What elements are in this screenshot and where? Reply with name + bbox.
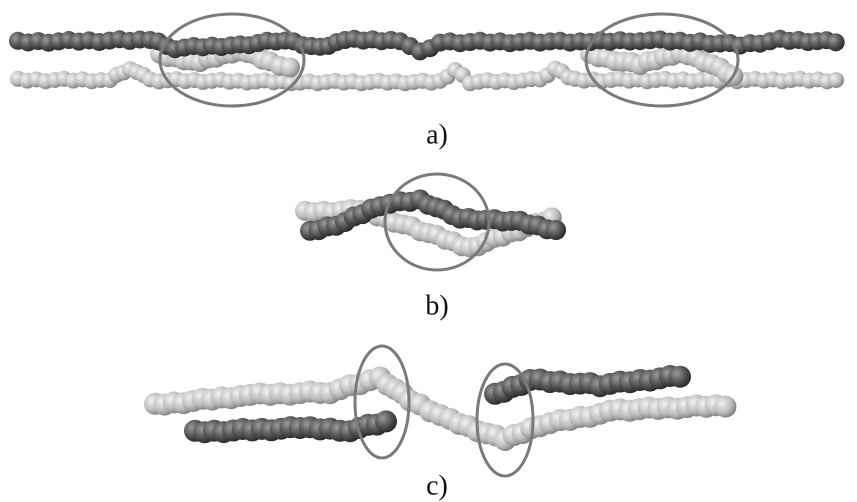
atom (546, 220, 566, 240)
figure: a) b) c) (0, 0, 857, 502)
atom (669, 366, 691, 388)
panel-label: a) (426, 119, 448, 150)
molecules (9, 30, 845, 451)
panel-label: b) (425, 290, 448, 321)
atom (280, 57, 300, 77)
atom (714, 396, 736, 418)
atom (828, 72, 844, 88)
panel-label: c) (426, 470, 448, 501)
atom (827, 33, 845, 51)
atom (375, 410, 397, 432)
